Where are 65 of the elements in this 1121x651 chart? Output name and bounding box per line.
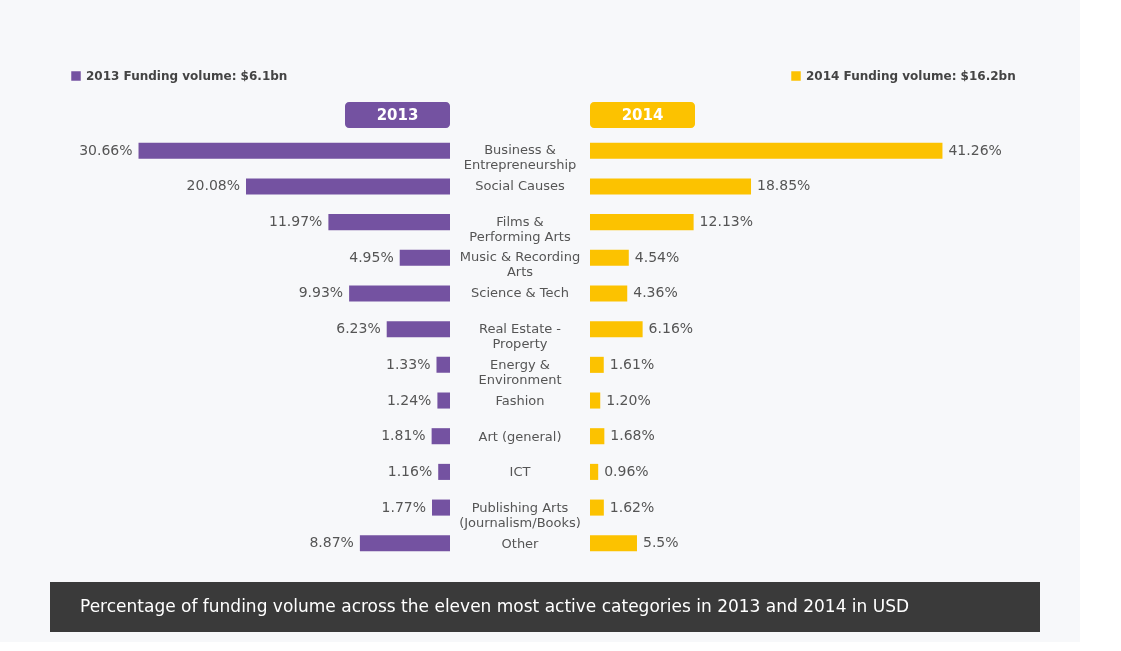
data-label: 18.85% xyxy=(757,177,811,194)
data-label: 6.23% xyxy=(336,320,381,337)
data-label: 5.5% xyxy=(642,534,679,551)
data-label: 1.68% xyxy=(610,427,655,444)
data-label: 6.16% xyxy=(648,320,694,337)
bar xyxy=(431,428,450,445)
text: Percentage of funding volume across the eleven most active categories in 2013 and 2014 in USD xyxy=(80,596,910,616)
bar xyxy=(590,285,628,302)
data-label: 1.24% xyxy=(386,391,432,408)
y-tick-label: Science & Tech xyxy=(471,285,569,301)
data-label: 9.93% xyxy=(298,284,344,301)
bar xyxy=(436,356,450,373)
bar xyxy=(590,178,752,195)
y-tick-label: Art (general) xyxy=(478,428,562,444)
data-label: 20.08% xyxy=(186,177,241,194)
data-label: 4.36% xyxy=(633,284,678,301)
bar xyxy=(590,392,601,409)
data-label: 1.61% xyxy=(609,355,655,372)
y-tick-label: ICT xyxy=(509,464,531,480)
data-label: 1.33% xyxy=(386,355,431,372)
bar xyxy=(349,285,450,302)
legend-label: 2014 Funding volume: $16.2bn xyxy=(806,69,1016,83)
data-label: 4.95% xyxy=(349,248,394,265)
data-label: 11.97% xyxy=(269,213,323,230)
data-label: 1.20% xyxy=(606,391,651,408)
data-label: 4.54% xyxy=(634,248,680,265)
bar xyxy=(590,214,694,231)
chart-title: 2014 xyxy=(621,106,664,124)
bar xyxy=(590,356,604,373)
y-tick-label: Fashion xyxy=(495,392,545,408)
legend-label: 2013 Funding volume: $6.1bn xyxy=(86,69,288,83)
bar xyxy=(438,463,450,480)
data-label: 12.13% xyxy=(699,213,754,230)
bar xyxy=(590,142,943,159)
data-label: 1.16% xyxy=(387,462,433,479)
data-label: 30.66% xyxy=(79,141,133,158)
bar xyxy=(590,499,604,516)
y-tick-label: Music & Recording Arts xyxy=(459,249,581,280)
data-label: 1.77% xyxy=(381,498,427,515)
bar xyxy=(328,214,450,231)
data-label: 0.96% xyxy=(604,462,649,479)
y-tick-label: Films & Performing Arts xyxy=(469,213,571,244)
chart-title: 2013 xyxy=(376,106,419,124)
y-tick-label: Energy & Environment xyxy=(478,356,562,387)
bar xyxy=(432,499,450,516)
bar xyxy=(590,249,629,266)
bar xyxy=(359,535,450,552)
bar xyxy=(138,142,450,159)
y-tick-label: Publishing Arts (Journalism/Books) xyxy=(459,500,581,531)
y-tick-label: Other xyxy=(501,536,540,552)
bar xyxy=(246,178,450,195)
bar xyxy=(590,321,643,338)
data-label: 1.62% xyxy=(609,498,655,515)
data-label: 1.81% xyxy=(381,427,426,444)
y-tick-label: Social Causes xyxy=(475,177,565,193)
bar xyxy=(386,321,450,338)
bar xyxy=(399,249,450,266)
y-tick-label: Business & Entrepreneurship xyxy=(463,141,577,172)
bar xyxy=(590,535,637,552)
y-tick-label: Real Estate - Property xyxy=(478,321,562,352)
bar xyxy=(590,428,605,445)
bar xyxy=(437,392,450,409)
bar xyxy=(590,463,599,480)
data-label: 8.87% xyxy=(309,534,354,551)
data-label: 41.26% xyxy=(948,141,1002,158)
